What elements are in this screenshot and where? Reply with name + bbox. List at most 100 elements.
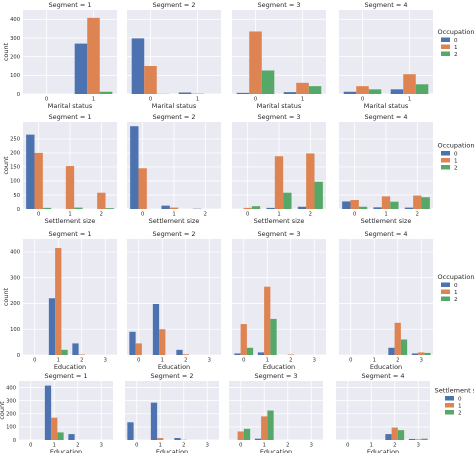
legend-label: 0: [454, 283, 458, 289]
bar: [144, 66, 157, 94]
legend-label: 2: [454, 52, 458, 58]
legend-label: 2: [454, 297, 458, 303]
bar: [68, 434, 75, 440]
facet-title: Segment = 4: [362, 372, 405, 380]
x-tick-label: 0: [349, 358, 352, 364]
bar: [152, 303, 160, 355]
y-tick-label: 100: [6, 425, 16, 431]
x-tick-label: 1: [277, 212, 280, 218]
x-axis-label: Settlement size: [254, 217, 305, 225]
facet-title: Segment = 2: [153, 230, 196, 238]
bar: [51, 417, 58, 440]
facet-panel: [23, 10, 117, 94]
x-tick-label: 3: [100, 443, 103, 449]
x-tick-label: 1: [92, 97, 95, 103]
y-tick-label: 200: [6, 412, 16, 418]
legend-title: Occupation: [438, 273, 474, 281]
bar: [150, 402, 158, 440]
bar: [44, 385, 52, 440]
facet-panel: [19, 381, 113, 440]
facet-panel: [339, 239, 433, 355]
facet-panel: [232, 239, 326, 355]
legend-swatch: [441, 296, 450, 301]
bar: [418, 352, 425, 355]
bar: [306, 153, 315, 209]
x-tick-label: 1: [263, 443, 266, 449]
x-tick-label: 0: [353, 212, 356, 218]
x-tick-label: 0: [149, 97, 152, 103]
bar: [251, 206, 261, 209]
bar: [99, 91, 113, 94]
x-tick-label: 3: [417, 443, 420, 449]
bar: [421, 438, 428, 440]
bar: [415, 84, 429, 94]
bar: [26, 134, 35, 209]
x-tick-label: 3: [206, 443, 209, 449]
facet-title: Segment = 2: [151, 372, 194, 380]
x-tick-label: 0: [137, 358, 140, 364]
bar: [297, 206, 307, 209]
y-tick-label: 200: [10, 54, 20, 60]
bar: [74, 43, 88, 94]
facet-title: Segment = 3: [255, 372, 298, 380]
x-tick-label: 0: [346, 443, 349, 449]
facet-title: Segment = 1: [49, 230, 92, 238]
bar: [257, 352, 265, 355]
y-axis-label: count: [2, 156, 10, 175]
x-axis-label: Marital status: [364, 102, 409, 110]
bar: [350, 200, 359, 209]
bar: [48, 298, 56, 355]
bar: [237, 431, 244, 440]
bar: [404, 207, 414, 209]
y-tick-label: 400: [10, 250, 20, 256]
x-tick-label: 1: [373, 358, 376, 364]
legend-label: 1: [454, 290, 458, 296]
bar: [169, 207, 179, 209]
x-tick-label: 0: [246, 212, 249, 218]
x-tick-label: 0: [37, 212, 40, 218]
bar: [130, 126, 139, 209]
bar: [411, 353, 419, 355]
bar: [138, 168, 147, 209]
facet-title: Segment = 1: [45, 372, 88, 380]
x-axis-label: Education: [367, 448, 399, 453]
facet-title: Segment = 4: [365, 113, 408, 121]
x-tick-label: 0: [361, 97, 364, 103]
y-tick-label: 100: [10, 73, 20, 79]
bar: [408, 438, 416, 440]
bar: [261, 70, 275, 94]
x-tick-label: 2: [416, 212, 419, 218]
x-axis-label: Education: [156, 448, 188, 453]
bar: [373, 207, 382, 209]
x-tick-label: 1: [370, 443, 373, 449]
x-tick-label: 0: [33, 358, 36, 364]
y-tick-label: 300: [10, 275, 20, 281]
legend-swatch: [441, 282, 450, 287]
legend-title: Settlement size: [435, 387, 474, 395]
x-axis-label: Marital status: [257, 102, 302, 110]
facet-title: Segment = 2: [153, 1, 196, 9]
legend-label: 2: [458, 411, 462, 417]
x-axis-label: Education: [50, 448, 82, 453]
y-tick-label: 150: [10, 165, 20, 171]
bar: [267, 410, 274, 440]
bar: [240, 324, 247, 355]
legend-swatch: [441, 158, 450, 163]
bar: [249, 31, 262, 94]
bar: [400, 339, 408, 355]
facet-title: Segment = 4: [365, 230, 408, 238]
bar: [161, 205, 170, 209]
x-axis-label: Education: [260, 448, 292, 453]
bar: [274, 156, 284, 209]
x-axis-label: Education: [263, 363, 295, 371]
bar: [308, 86, 322, 94]
y-tick-label: 400: [6, 385, 16, 391]
x-axis-label: Education: [54, 363, 86, 371]
bar: [65, 166, 75, 209]
facet-title: Segment = 1: [49, 1, 92, 9]
legend-swatch: [441, 51, 450, 56]
legend-swatch: [441, 44, 450, 49]
bar: [270, 318, 277, 355]
y-tick-label: 50: [13, 193, 20, 199]
y-tick-label: 0: [17, 92, 20, 98]
